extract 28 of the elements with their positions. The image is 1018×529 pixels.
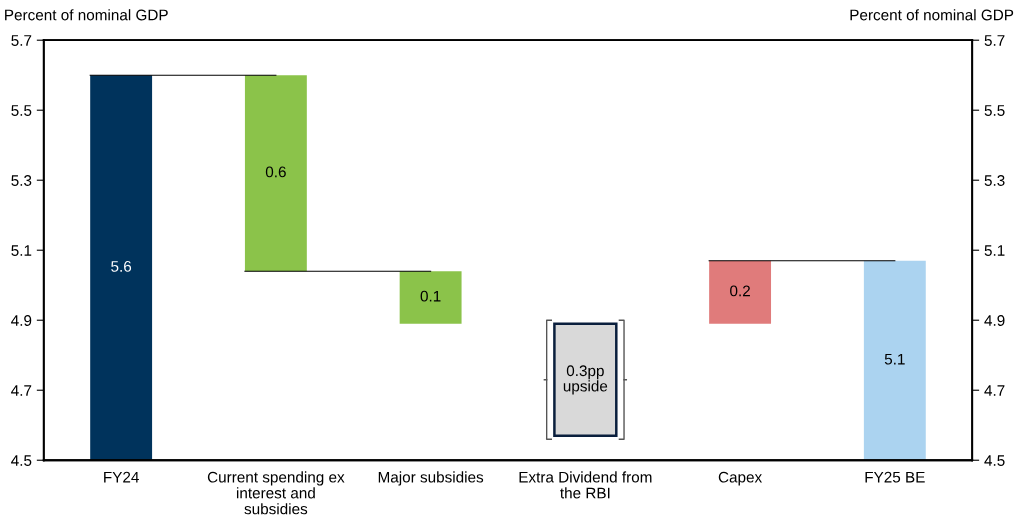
data-label: 0.3pp upside — [563, 365, 608, 395]
x-tick-label: Current spending ex interest and subsidies — [207, 471, 345, 515]
y-tick-label: 5.1 — [11, 245, 32, 256]
y-axis-title: Percent of nominal GDP — [5, 9, 168, 21]
x-tick-label: FY25 BE — [865, 471, 925, 483]
y-tick-label: 4.7 — [11, 385, 32, 396]
y-tick-label: 5.7 — [11, 35, 32, 46]
y-tick-label: 5.5 — [11, 105, 32, 116]
x-tick-label: Extra Dividend from the RBI — [519, 471, 652, 499]
y2-axis-title: Percent of nominal GDP — [850, 9, 1014, 21]
x-tick-label: Capex — [718, 471, 762, 486]
y2-tick-label: 4.7 — [984, 385, 1005, 396]
y-tick-label: 4.9 — [11, 315, 32, 326]
y2-tick-label: 4.5 — [984, 455, 1005, 466]
x-tick-label: Major subsidies — [378, 471, 484, 486]
y2-tick-label: 5.5 — [984, 105, 1005, 116]
y-tick-label: 4.5 — [11, 455, 32, 466]
x-tick-label: FY24 — [104, 471, 139, 483]
y-tick-label: 5.3 — [11, 175, 32, 186]
data-label: 5.6 — [111, 261, 132, 272]
data-label: 0.6 — [265, 166, 286, 178]
y2-tick-label: 4.9 — [984, 315, 1005, 326]
data-label: 5.1 — [884, 353, 905, 365]
y2-tick-label: 5.1 — [984, 245, 1005, 256]
y2-tick-label: 5.3 — [984, 175, 1005, 186]
data-label: 0.2 — [730, 285, 750, 297]
data-label: 0.1 — [420, 290, 441, 302]
y2-tick-label: 5.7 — [984, 35, 1005, 46]
